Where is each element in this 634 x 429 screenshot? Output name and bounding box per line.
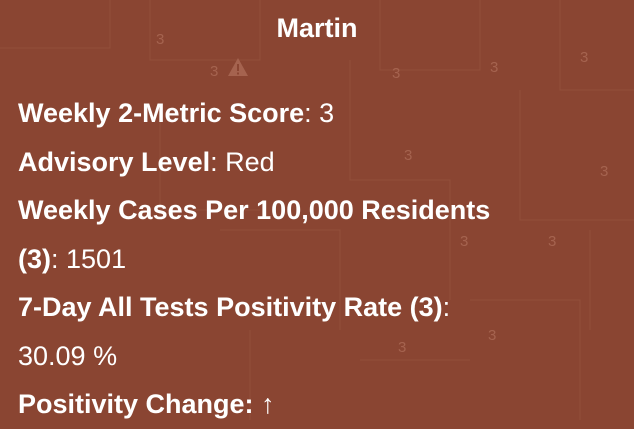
- county-score-label: 3: [392, 65, 400, 82]
- separator: :: [442, 292, 451, 322]
- score-row: Weekly 2-Metric Score: 3: [18, 89, 618, 138]
- separator: :: [210, 146, 226, 177]
- county-score-label: 3: [398, 339, 406, 356]
- cases-value-row: (3): 1501: [18, 235, 618, 284]
- county-name-title: Martin: [276, 13, 358, 43]
- county-score-label: 3: [548, 233, 556, 250]
- county-map-background: 3 3 3 3 3 3 3 3 3 3 3: [0, 0, 634, 420]
- county-score-label: 3: [404, 147, 412, 164]
- county-score-label: 3: [580, 49, 588, 66]
- county-score-labels: 3 3 3 3 3 3 3 3 3 3 3: [156, 31, 608, 356]
- advisory-value: Red: [225, 146, 275, 177]
- county-score-label: 3: [460, 233, 468, 250]
- advisory-label: Advisory Level: [18, 146, 211, 177]
- change-row: Positivity Change: ↑: [18, 380, 618, 429]
- advisory-row: Advisory Level: Red: [18, 138, 618, 187]
- separator: :: [51, 243, 67, 274]
- county-score-label: 3: [488, 327, 496, 344]
- county-metrics: Weekly 2-Metric Score: 3 Advisory Level:…: [18, 89, 618, 429]
- positivity-label: 7-Day All Tests Positivity Rate (3): [18, 292, 443, 322]
- score-label: Weekly 2-Metric Score: [18, 98, 305, 128]
- county-score-label: 3: [210, 63, 218, 80]
- county-score-label: 3: [156, 31, 164, 48]
- positivity-value-row: 30.09 %: [18, 332, 618, 381]
- arrow-up-icon: ↑: [261, 389, 275, 419]
- county-score-label: 3: [490, 59, 498, 76]
- county-score-label: 3: [600, 163, 608, 180]
- positivity-value: 30.09 %: [18, 340, 118, 371]
- score-value: 3: [319, 98, 335, 128]
- county-info-popup: Martin Weekly 2-Metric Score: 3 Advisory…: [18, 13, 490, 419]
- cases-label-suffix: (3): [18, 243, 51, 274]
- separator: :: [304, 98, 320, 128]
- warning-icon: [228, 58, 248, 76]
- cases-label: Weekly Cases Per 100,000 Residents: [18, 195, 491, 225]
- cases-label-row: Weekly Cases Per 100,000 Residents: [18, 186, 618, 235]
- county-borders: [0, 0, 634, 420]
- change-label: Positivity Change:: [18, 389, 254, 419]
- positivity-label-row: 7-Day All Tests Positivity Rate (3):: [18, 283, 618, 332]
- cases-value: 1501: [66, 243, 127, 274]
